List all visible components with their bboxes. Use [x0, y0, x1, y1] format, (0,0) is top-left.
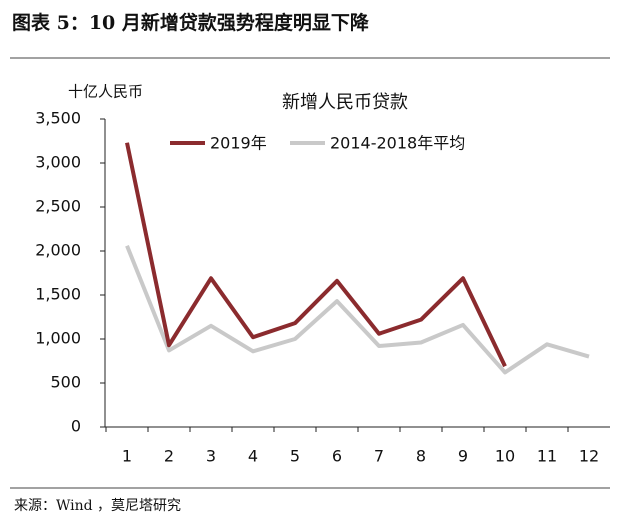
series-line	[125, 142, 507, 368]
x-tick-label: 2	[164, 447, 174, 466]
x-tick-label: 7	[374, 447, 384, 466]
y-tick-label: 0	[71, 417, 81, 436]
y-tick-label: 2,000	[35, 241, 81, 260]
series-line	[125, 244, 590, 375]
y-tick-label: 1,500	[35, 285, 81, 304]
legend-label: 2019年	[210, 134, 267, 153]
x-tick-label: 3	[206, 447, 216, 466]
source-note: 来源：Wind ，莫尼塔研究	[14, 498, 181, 514]
x-tick-label: 6	[332, 447, 342, 466]
y-tick-label: 500	[50, 373, 81, 392]
y-tick-label: 2,500	[35, 197, 81, 216]
y-tick-label: 3,000	[35, 153, 81, 172]
x-tick-label: 4	[248, 447, 258, 466]
x-tick-label: 8	[416, 447, 426, 466]
chart-title: 新增人民币贷款	[282, 92, 408, 113]
y-tick-label: 3,500	[35, 109, 81, 128]
x-tick-label: 5	[290, 447, 300, 466]
y-axis-label: 十亿人民币	[68, 83, 143, 101]
x-tick-label: 1	[122, 447, 132, 466]
x-tick-label: 9	[458, 447, 468, 466]
x-tick-label: 12	[579, 447, 599, 466]
page-title: 图表 5：10 月新增贷款强势程度明显下降	[12, 11, 370, 34]
x-tick-label: 11	[537, 447, 557, 466]
legend-label: 2014-2018年平均	[330, 134, 465, 153]
y-tick-label: 1,000	[35, 329, 81, 348]
x-tick-label: 10	[495, 447, 515, 466]
